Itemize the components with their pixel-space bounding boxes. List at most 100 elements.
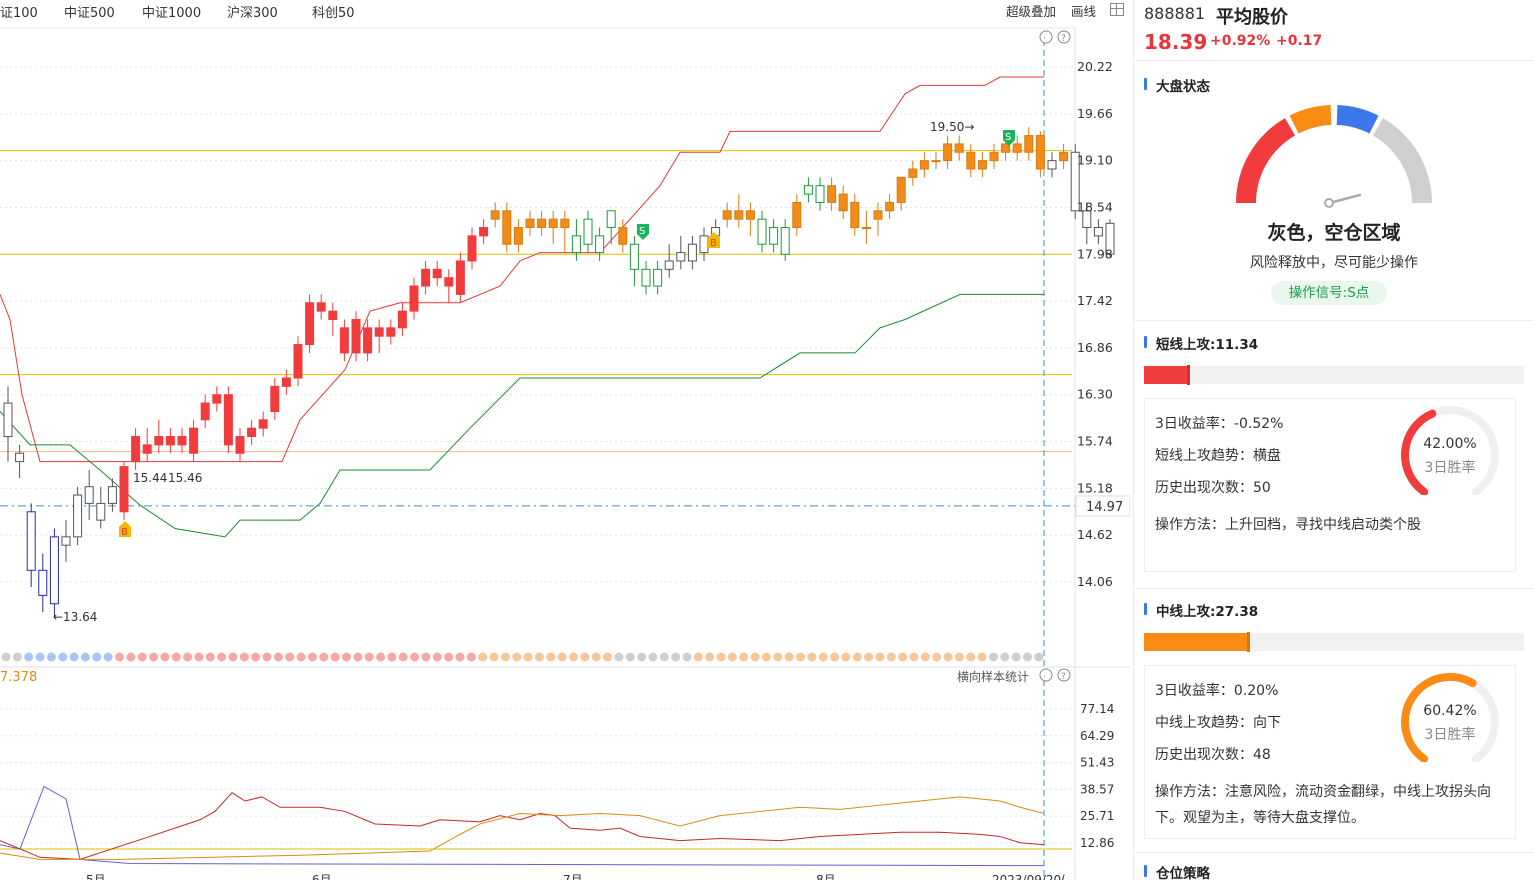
candle: [641, 268, 651, 287]
candle: [815, 185, 825, 203]
state-dot: [569, 652, 578, 662]
low-price-label: ←13.64: [53, 610, 97, 624]
candle: [1093, 227, 1103, 237]
state-dot: [444, 652, 454, 662]
y-tick-label: 19.66: [1077, 106, 1113, 121]
index-change: +0.17: [1276, 33, 1323, 49]
short-win-rate-ring: [1401, 406, 1499, 495]
candle: [131, 436, 141, 463]
candle: [989, 151, 999, 162]
candle: [919, 160, 929, 170]
x-axis-label: 2023/09/20(: [992, 873, 1066, 880]
state-dot: [1034, 652, 1044, 662]
state-dot: [512, 652, 522, 662]
gauge-needle: [1331, 193, 1362, 204]
index-change-pct: +0.92%: [1210, 33, 1271, 49]
help-icon: [1057, 30, 1071, 44]
tab-star50[interactable]: 科创50: [312, 6, 355, 21]
tab-index-100[interactable]: 证100: [0, 6, 38, 21]
candle: [142, 444, 152, 454]
candle: [908, 168, 918, 178]
state-dot: [330, 652, 340, 662]
candle: [676, 252, 686, 262]
gauge-segment: [1236, 118, 1295, 203]
state-dot: [818, 652, 828, 662]
buy-signal-label: B: [710, 238, 717, 249]
candle: [560, 218, 570, 229]
draw-line-button[interactable]: 画线: [1071, 4, 1097, 19]
sub-indicator-chart: 77.14 64.29 51.43 38.57 25.71 12.86 7.378 横向样本统…: [0, 669, 1114, 880]
y-tick-label: 17.98: [1077, 246, 1113, 261]
buy-signal-mark: [119, 521, 131, 537]
candle: [548, 218, 558, 229]
y-tick-label: 17.42: [1077, 293, 1113, 308]
state-dot: [296, 652, 306, 662]
state-dot: [580, 652, 590, 662]
candle: [363, 327, 373, 354]
candle: [3, 402, 13, 438]
tab-csi300[interactable]: 沪深300: [227, 6, 278, 21]
candle: [281, 377, 291, 387]
short-method: 操作方法：上升回档，寻找中线启动类个股: [1155, 517, 1421, 533]
candle: [235, 436, 245, 454]
mid-win-rate-ring: [1401, 673, 1499, 762]
candle: [73, 494, 83, 538]
state-dot: [149, 652, 159, 662]
state-dot: [319, 652, 329, 662]
mid-method: 操作方法：注意风险，流动资金翻绿，中线上攻拐头向下。观望为主，等待大盘支撑位。: [1155, 784, 1491, 826]
candle: [1035, 135, 1045, 170]
candle: [1105, 222, 1115, 255]
settings-icon: [1039, 30, 1053, 44]
sub-series-orange: [0, 796, 1045, 860]
short-attack-bar: [1144, 366, 1524, 384]
candle: [827, 185, 837, 203]
candle: [328, 310, 338, 320]
state-dot: [46, 652, 56, 662]
tab-csi500[interactable]: 中证500: [64, 6, 115, 21]
state-dot: [1000, 652, 1010, 662]
state-dot: [671, 652, 681, 662]
candle: [1012, 143, 1022, 153]
candle: [1001, 143, 1011, 153]
state-dot: [239, 652, 249, 662]
help-glyph: ?: [1061, 34, 1066, 44]
candle: [270, 385, 280, 412]
state-dot: [80, 652, 90, 662]
gauge-needle-pivot: [1324, 198, 1334, 208]
divider: [1134, 852, 1533, 853]
state-dot: [557, 652, 567, 662]
ring-progress: [1401, 409, 1437, 495]
candle: [861, 227, 871, 230]
short-attack-bar-fill: [1144, 366, 1190, 384]
candle: [699, 235, 709, 254]
candle: [96, 502, 106, 521]
candle: [1047, 160, 1057, 170]
candle: [212, 394, 222, 404]
price-tag: 14.97: [1086, 500, 1123, 515]
grid-layout-icon[interactable]: [1110, 3, 1124, 16]
candle: [769, 227, 779, 245]
candle: [351, 318, 361, 354]
stock-chart[interactable]: 77.14 64.29 51.43 38.57 25.71 12.86 7.378 横向样本统…: [0, 0, 1130, 880]
sub-tick-label: 51.43: [1080, 756, 1114, 770]
candle: [525, 218, 535, 229]
state-dot: [1011, 652, 1021, 662]
candle: [421, 268, 431, 287]
overlay-button[interactable]: 超级叠加: [1006, 4, 1057, 19]
candle: [258, 419, 268, 429]
state-dot: [376, 652, 386, 662]
state-dots-row: [1, 652, 1044, 662]
divider: [1134, 60, 1533, 61]
state-dot: [194, 652, 204, 662]
tab-csi1000[interactable]: 中证1000: [142, 6, 202, 21]
y-tick-label: 15.74: [1077, 434, 1113, 449]
x-axis-label: 5月: [86, 873, 106, 880]
sub-label: 横向样本统计: [957, 669, 1029, 684]
short-trend: 短线上攻趋势：横盘: [1155, 448, 1281, 464]
state-dot: [603, 652, 613, 662]
candle: [61, 536, 71, 546]
candle: [432, 268, 442, 279]
sell-signal-label: S: [639, 226, 645, 237]
state-dot: [12, 652, 22, 662]
gauge-segment: [1336, 105, 1379, 134]
